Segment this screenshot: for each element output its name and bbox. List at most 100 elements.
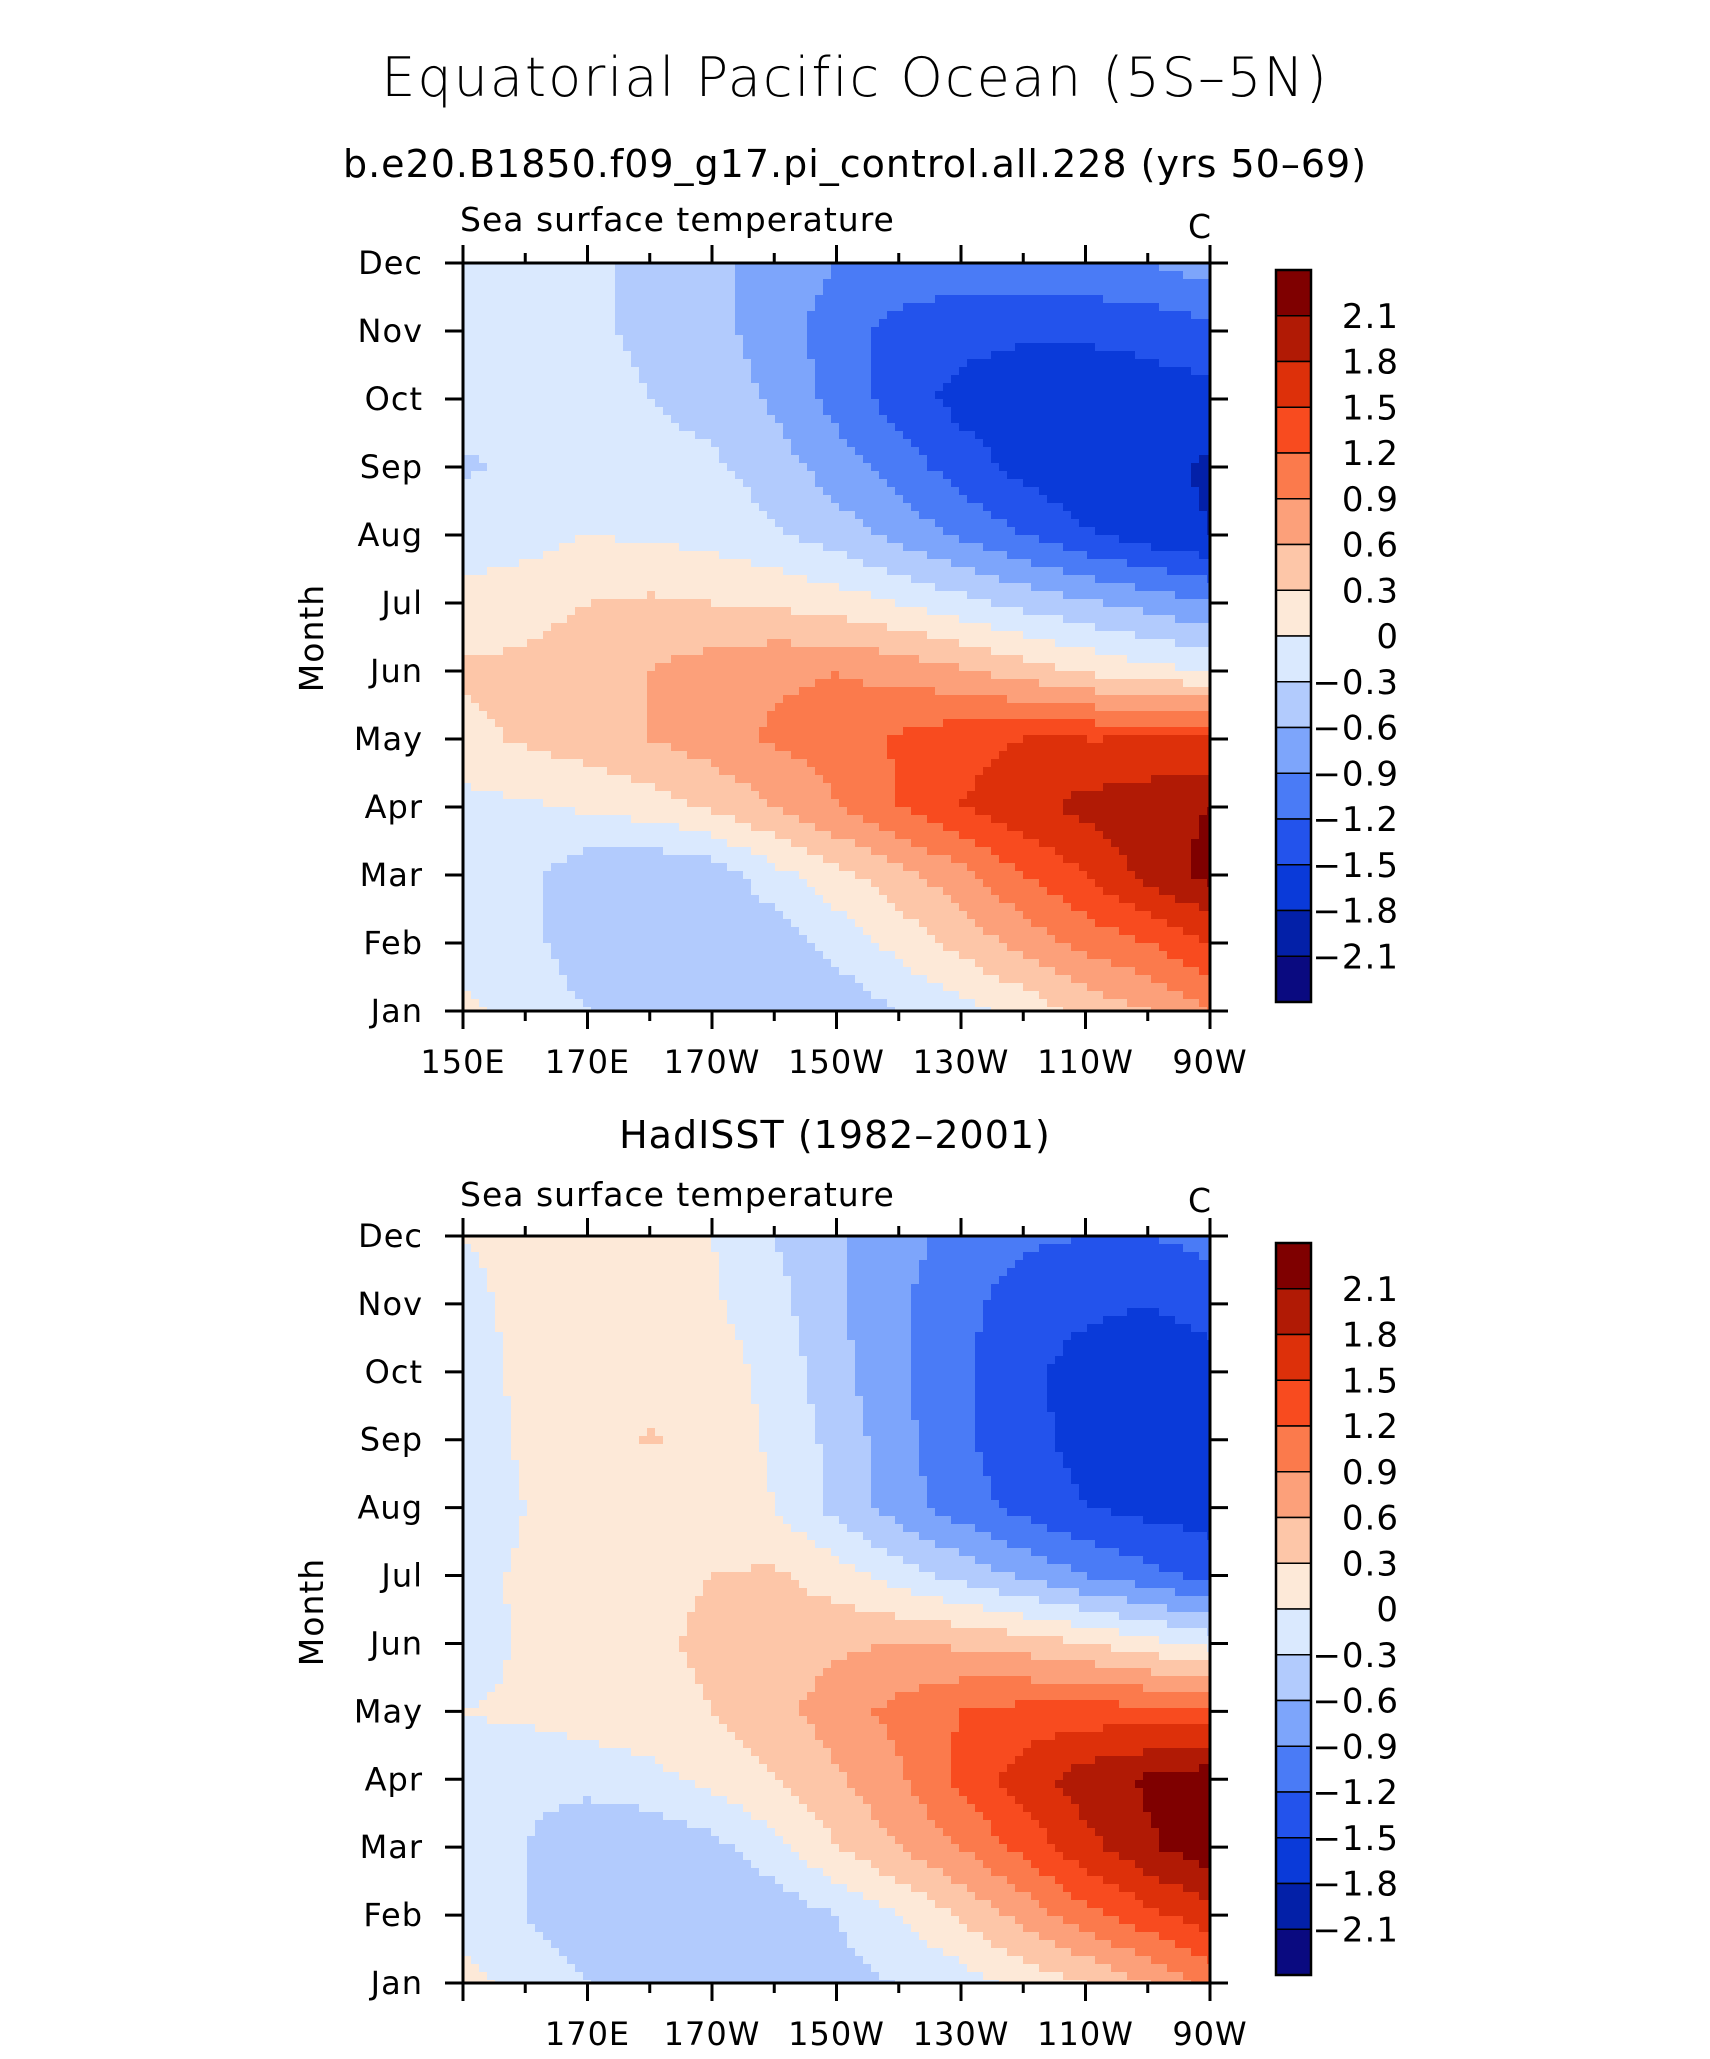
colorbar-swatch	[1275, 772, 1312, 820]
colorbar-swatch	[1275, 543, 1312, 591]
month-tick-label: Sep	[360, 1421, 423, 1459]
colorbar-label: −0.3	[1312, 1636, 1399, 1676]
panel-bottom-units-label: C	[1188, 1181, 1212, 1220]
colorbar-label: −0.9	[1312, 754, 1399, 794]
colorbar-label: −1.8	[1312, 1865, 1399, 1905]
lon-tick-label: 110W	[1037, 2015, 1134, 2053]
colorbar-label: 2.1	[1342, 297, 1399, 337]
panel-top-left-label: Sea surface temperature	[460, 200, 895, 239]
month-tick-label: Oct	[365, 380, 423, 418]
panel-bottom: HadISST (1982–2001) Sea surface temperat…	[292, 1113, 1399, 2053]
colorbar-swatch	[1275, 315, 1312, 363]
colorbar-swatch	[1275, 1699, 1312, 1747]
colorbar-swatch	[1275, 1745, 1312, 1793]
colorbar-frame	[1274, 1241, 1313, 1977]
colorbar-swatch	[1275, 1471, 1312, 1519]
panel-top: b.e20.B1850.f09_g17.pi_control.all.228 (…	[292, 142, 1399, 1081]
month-tick-label: Sep	[360, 448, 423, 486]
colorbar-label: 0.9	[1342, 480, 1399, 520]
colorbar-swatch	[1275, 955, 1312, 1003]
month-tick-label: May	[354, 1692, 423, 1730]
colorbar-label: 0	[1376, 1590, 1399, 1630]
month-tick-label: Oct	[365, 1353, 423, 1391]
month-tick-label: May	[354, 720, 423, 758]
main-title: Equatorial Pacific Ocean (5S–5N)	[381, 46, 1329, 109]
colorbar-swatch	[1275, 909, 1312, 957]
panel-top-units-label: C	[1188, 207, 1212, 246]
colorbar-label: −1.8	[1312, 892, 1399, 932]
colorbar-swatch	[1275, 406, 1312, 454]
colorbar-swatch	[1275, 1425, 1312, 1473]
colorbar-label: −1.2	[1312, 800, 1399, 840]
colorbar-label: 0	[1376, 617, 1399, 657]
colorbar-label: −0.9	[1312, 1727, 1399, 1767]
month-tick-label: Dec	[358, 1217, 423, 1255]
panel-bottom-month-axis: Jan Feb Mar Apr May Jun Jul Aug Sep Oct Nov Dec	[354, 1217, 1228, 2002]
month-tick-label: Dec	[358, 244, 423, 282]
colorbar-swatch	[1275, 1882, 1312, 1930]
month-tick-label: Jul	[379, 1557, 423, 1595]
lon-tick-label: 150W	[788, 2015, 885, 2053]
month-tick-label: Jun	[368, 1624, 423, 1662]
panel-top-month-axis: Jan Feb Mar Apr May Jun Jul Aug Sep Oct Nov Dec	[354, 244, 1228, 1030]
contour-fill	[463, 263, 1210, 1011]
colorbar-label: 0.6	[1342, 526, 1399, 566]
colorbar-swatch	[1275, 864, 1312, 912]
colorbar-swatch	[1275, 1242, 1312, 1290]
colorbar-label: 1.8	[1342, 1316, 1399, 1356]
month-tick-label: Jul	[379, 584, 423, 622]
month-tick-label: Feb	[363, 924, 423, 962]
month-tick-label: Jun	[368, 652, 423, 690]
panel-top-ylabel: Month	[292, 584, 331, 692]
lon-tick-label: 150W	[788, 1043, 885, 1081]
month-tick-label: Aug	[358, 1489, 423, 1527]
colorbar-label: 1.2	[1342, 434, 1399, 474]
colorbar-label: 0.3	[1342, 1544, 1399, 1584]
month-tick-label: Jan	[369, 1964, 423, 2002]
month-tick-label: Feb	[363, 1896, 423, 1934]
colorbar-swatch	[1275, 360, 1312, 408]
panel-top-contour-plot	[461, 261, 1212, 1013]
colorbar-label: −1.5	[1312, 1819, 1399, 1859]
lon-tick-label: 90W	[1172, 1043, 1247, 1081]
panel-bottom-contour-plot	[461, 1234, 1212, 1985]
month-tick-label: Apr	[365, 788, 423, 826]
panel-bottom-ylabel: Month	[292, 1558, 331, 1666]
colorbar-label: 0.6	[1342, 1499, 1399, 1539]
lon-tick-label: 110W	[1037, 1043, 1134, 1081]
month-tick-label: Nov	[358, 1285, 423, 1323]
colorbar-swatch	[1275, 1333, 1312, 1381]
colorbar-swatch	[1275, 1928, 1312, 1976]
colorbar-swatch	[1275, 726, 1312, 774]
colorbar-label: −0.6	[1312, 1682, 1399, 1722]
panel-bottom-colorbar: 2.1 1.8 1.5 1.2 0.9 0.6 0.3 0 −0.3 −0.6 −0.9 −1.2 −1…	[1274, 1241, 1399, 1977]
colorbar-swatch	[1275, 269, 1312, 317]
colorbar-label: −1.5	[1312, 846, 1399, 886]
colorbar-swatch	[1275, 1562, 1312, 1610]
colorbar-swatch	[1275, 1608, 1312, 1656]
colorbar-swatch	[1275, 1379, 1312, 1427]
colorbar-swatch	[1275, 589, 1312, 637]
panel-top-subtitle: b.e20.B1850.f09_g17.pi_control.all.228 (…	[343, 142, 1367, 186]
month-tick-label: Aug	[358, 516, 423, 554]
colorbar-label: 0.9	[1342, 1453, 1399, 1493]
month-tick-label: Mar	[360, 856, 423, 894]
month-tick-label: Apr	[365, 1760, 423, 1798]
colorbar-swatch	[1275, 635, 1312, 683]
colorbar-label: 1.5	[1342, 388, 1399, 428]
colorbar-swatch	[1275, 1654, 1312, 1702]
colorbar-label: 0.3	[1342, 571, 1399, 611]
colorbar-label: −1.2	[1312, 1773, 1399, 1813]
lon-tick-label: 170W	[664, 1043, 761, 1081]
colorbar-swatch	[1275, 498, 1312, 546]
colorbar-label: 1.2	[1342, 1407, 1399, 1447]
lon-tick-label: 170W	[664, 2015, 761, 2053]
panel-top-longitude-axis: 150E 170E 170W 150W 130W 110W 90W	[420, 245, 1247, 1081]
colorbar-label: −0.6	[1312, 709, 1399, 749]
colorbar-label: −0.3	[1312, 663, 1399, 703]
colorbar-label: 2.1	[1342, 1270, 1399, 1310]
month-tick-label: Nov	[358, 312, 423, 350]
lon-tick-label: 130W	[913, 2015, 1010, 2053]
colorbar-swatch	[1275, 1516, 1312, 1564]
